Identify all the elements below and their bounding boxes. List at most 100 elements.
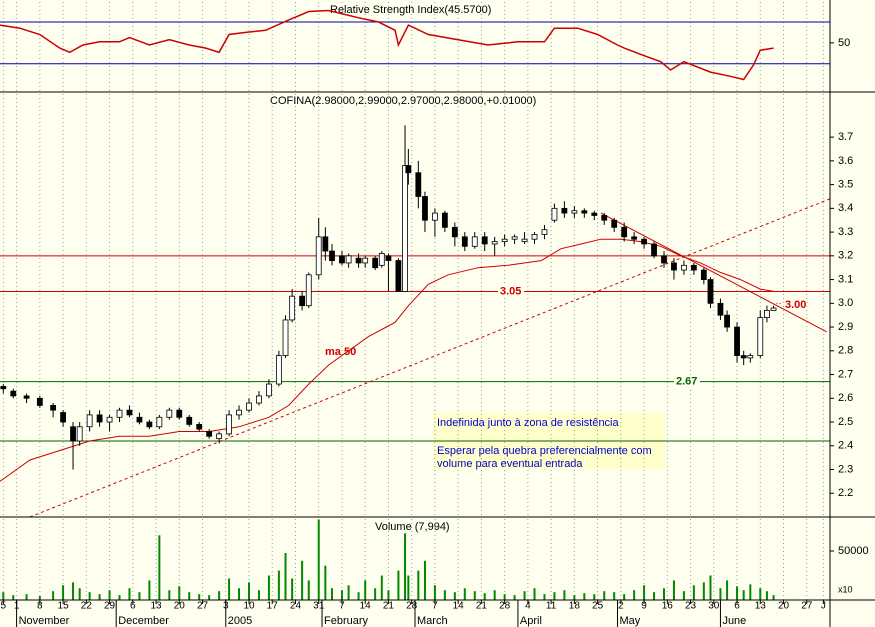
- y-tick-label: 3.6: [838, 155, 853, 167]
- candle-body: [471, 236, 478, 247]
- volume-bar: [397, 570, 400, 600]
- volume-bar: [453, 592, 456, 600]
- volume-bar: [417, 570, 420, 600]
- candle-body: [591, 212, 598, 216]
- volume-bar: [108, 590, 111, 600]
- volume-bar: [533, 588, 536, 600]
- trendline: [600, 212, 827, 333]
- candle-body: [322, 236, 329, 252]
- candle-body: [305, 274, 312, 307]
- candle-body: [378, 253, 385, 266]
- volume-bar: [291, 578, 294, 600]
- candle-body: [0, 386, 7, 390]
- candle-body: [717, 302, 724, 316]
- candle-body: [136, 416, 143, 423]
- y-tick-label: 2.2: [838, 487, 853, 499]
- volume-bar: [98, 594, 101, 600]
- candle-body: [76, 426, 83, 442]
- candle-body: [415, 172, 422, 197]
- y-tick-label: 3.7: [838, 131, 853, 143]
- candle-body: [36, 397, 43, 406]
- x-tick-label: 4: [525, 601, 531, 612]
- candle-body: [289, 295, 296, 321]
- volume-bar: [340, 590, 343, 600]
- volume-bar: [749, 584, 752, 600]
- x-tick-label: 18: [569, 601, 581, 612]
- x-tick-label: 23: [685, 601, 697, 612]
- x-tick-label: 28: [499, 601, 511, 612]
- volume-bar: [433, 585, 436, 600]
- x-tick-label: J: [821, 601, 826, 612]
- candle-body: [621, 226, 628, 238]
- candle-body: [299, 295, 306, 307]
- volume-bar: [208, 595, 211, 600]
- candle-body: [661, 255, 667, 264]
- x-tick-label: 20: [778, 601, 790, 612]
- volume-bar: [653, 592, 656, 600]
- candle-body: [481, 236, 488, 245]
- month-label: February: [324, 615, 369, 627]
- rsi-line: [0, 9, 774, 81]
- candle-body: [571, 210, 578, 214]
- candle-body: [385, 255, 392, 261]
- y-tick-label: 2.7: [838, 368, 853, 380]
- month-label: November: [19, 615, 70, 627]
- volume-bar: [228, 578, 231, 600]
- volume-bar: [25, 594, 28, 600]
- x-tick-label: 11: [546, 601, 557, 612]
- candle-body: [282, 319, 289, 356]
- candle-body: [256, 395, 262, 404]
- y-tick-label: 3.3: [838, 226, 853, 238]
- candle-body: [126, 409, 133, 416]
- candle-body: [116, 409, 123, 418]
- rsi-title: Relative Strength Index(45.5700): [330, 4, 491, 16]
- x-tick-label: 15: [58, 601, 70, 612]
- volume-bar: [88, 592, 91, 600]
- x-tick-label: 29: [104, 601, 116, 612]
- candle-body: [146, 421, 153, 428]
- candle-body: [521, 238, 528, 242]
- candle-body: [345, 255, 352, 264]
- candle-body: [671, 262, 677, 271]
- volume-bar: [158, 535, 161, 600]
- y-tick-label: 2.6: [838, 392, 853, 404]
- volume-bar: [692, 585, 695, 600]
- volume-bar: [357, 592, 360, 600]
- volume-bar: [633, 590, 636, 600]
- candle-body: [740, 355, 747, 359]
- volume-bar: [168, 590, 171, 600]
- volume-bar: [267, 575, 270, 600]
- x-tick-label: 13: [150, 601, 162, 612]
- volume-bar: [736, 586, 739, 600]
- volume-bar: [38, 596, 41, 600]
- candle-body: [10, 390, 17, 397]
- volume-bar: [148, 580, 151, 600]
- volume-bar: [118, 595, 121, 600]
- volume-bar: [463, 588, 466, 600]
- y-tick-label: 50000: [838, 545, 869, 557]
- level-label: 2.67: [676, 376, 697, 388]
- candle-body: [329, 250, 335, 261]
- x-tick-label: 6: [130, 601, 136, 612]
- level-label: 3.05: [500, 285, 521, 297]
- y-tick-label: 2.3: [838, 463, 853, 475]
- y-tick-label: 2.4: [838, 440, 853, 452]
- volume-bar: [523, 591, 526, 600]
- candle-body: [531, 234, 538, 240]
- candle-body: [236, 409, 242, 416]
- volume-bar: [483, 593, 486, 600]
- candle-body: [651, 243, 657, 257]
- month-label: March: [417, 615, 448, 627]
- candle-body: [50, 405, 57, 411]
- volume-bar: [719, 588, 722, 600]
- candle-body: [757, 317, 764, 356]
- x-tick-label: 13: [755, 601, 767, 612]
- x-tick-label: 25: [592, 601, 604, 612]
- candle-body: [246, 402, 252, 411]
- candle-body: [196, 424, 203, 430]
- candle-body: [551, 207, 558, 221]
- volume-bar: [2, 592, 5, 600]
- month-label: June: [722, 615, 746, 627]
- level-label-bg: [674, 375, 700, 388]
